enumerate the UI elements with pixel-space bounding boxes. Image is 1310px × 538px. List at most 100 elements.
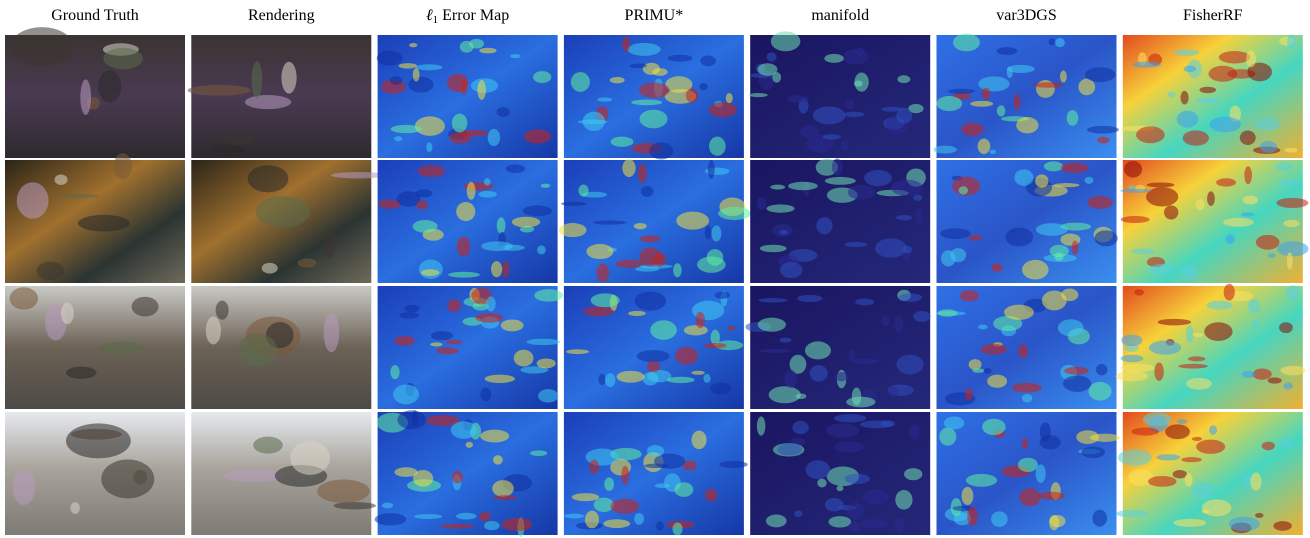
image-detail [896,355,923,375]
image-detail [766,515,787,528]
image-tile [559,159,751,283]
image-detail [1250,473,1261,491]
image-detail [772,72,781,83]
image-detail [598,374,605,385]
image-detail [961,123,983,136]
image-detail [891,180,923,196]
image-detail [939,427,956,445]
image-tile [187,35,371,158]
image-detail [638,164,647,183]
header-text: Ground Truth [51,7,139,24]
image-detail [1016,117,1038,133]
image-detail [875,238,907,257]
image-detail [966,474,997,487]
image-tile [750,158,930,283]
image-detail [1240,131,1256,146]
image-detail [512,217,540,228]
image-detail [187,85,250,96]
image-detail [597,97,612,101]
image-detail [506,164,525,173]
image-detail [796,394,807,400]
image-detail [1148,476,1177,487]
image-detail [676,212,709,230]
image-detail [864,170,892,186]
image-tile [191,160,386,283]
image-detail [784,370,797,388]
image-detail [792,421,808,434]
image-detail [206,316,221,344]
image-detail [61,302,74,324]
image-detail [1277,241,1309,256]
image-detail [1286,285,1299,300]
image-tile [564,412,748,535]
image-detail [805,341,831,359]
image-detail [431,331,453,340]
image-detail [451,421,477,438]
image-detail [779,230,788,235]
image-detail [391,125,422,133]
image-detail [479,48,496,54]
image-detail [1178,364,1207,369]
image-detail [1196,440,1225,454]
image-detail [940,228,970,239]
image-detail [1121,355,1144,362]
image-detail [1121,335,1142,346]
image-detail [647,445,664,457]
image-detail [823,134,841,139]
image-detail [1146,187,1178,206]
image-detail [1147,182,1175,187]
image-detail [1262,442,1275,451]
image-detail [571,72,590,92]
image-tile [564,286,744,409]
image-detail [566,349,589,354]
image-detail [1275,162,1293,171]
image-detail [1134,289,1144,295]
image-detail [460,41,474,53]
image-detail [1121,216,1150,223]
image-detail [564,514,584,519]
image-detail [637,350,670,362]
header-text: PRIMU* [625,7,684,24]
image-detail [591,293,620,307]
image-detail [1019,488,1040,506]
image-detail [501,319,524,331]
image-detail [414,514,442,519]
image-detail [991,263,1002,271]
image-detail [404,305,419,313]
image-detail [1154,362,1163,381]
image-detail [1084,177,1093,184]
image-detail [834,414,866,422]
image-detail [1076,430,1099,444]
image-detail [1209,66,1238,82]
image-detail [788,182,818,190]
image-detail [1242,371,1255,378]
image-detail [37,262,64,281]
image-detail [98,71,121,103]
image-tile [191,286,371,409]
image-detail [452,471,463,483]
image-detail [844,474,869,484]
image-detail [635,292,667,311]
image-detail [1149,264,1175,275]
image-detail [413,220,438,233]
image-tile [5,412,185,535]
image-detail [622,159,635,177]
column-header: Ground Truth [51,7,139,24]
image-detail [1058,319,1084,336]
image-detail [635,266,659,271]
image-detail [766,204,794,212]
image-detail [936,96,962,111]
image-detail [984,368,992,374]
image-detail [441,524,474,529]
image-detail [211,144,244,156]
image-detail [537,358,556,368]
image-detail [1177,111,1199,128]
image-detail [715,292,731,299]
image-detail [1209,117,1240,133]
image-detail [1022,260,1049,280]
image-detail [324,228,336,258]
image-detail [769,386,801,403]
image-detail [1064,367,1089,375]
image-detail [756,198,766,210]
image-detail [1287,252,1293,269]
